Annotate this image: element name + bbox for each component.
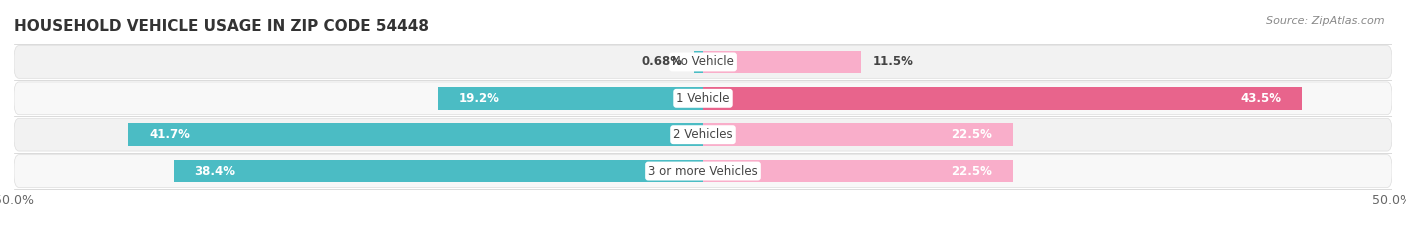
Text: 43.5%: 43.5% — [1240, 92, 1282, 105]
Bar — [174, 160, 703, 182]
Text: 41.7%: 41.7% — [149, 128, 190, 141]
Bar — [439, 87, 703, 110]
Text: 38.4%: 38.4% — [194, 164, 236, 178]
Text: 3 or more Vehicles: 3 or more Vehicles — [648, 164, 758, 178]
Text: 22.5%: 22.5% — [952, 164, 993, 178]
Bar — [703, 51, 862, 73]
FancyBboxPatch shape — [14, 155, 1392, 187]
Text: No Vehicle: No Vehicle — [672, 55, 734, 69]
Text: Source: ZipAtlas.com: Source: ZipAtlas.com — [1267, 16, 1385, 26]
Bar — [703, 160, 1012, 182]
Text: HOUSEHOLD VEHICLE USAGE IN ZIP CODE 54448: HOUSEHOLD VEHICLE USAGE IN ZIP CODE 5444… — [14, 19, 429, 34]
Bar — [703, 87, 1302, 110]
Text: 11.5%: 11.5% — [873, 55, 914, 69]
Bar — [128, 123, 703, 146]
FancyBboxPatch shape — [14, 82, 1392, 115]
Text: 2 Vehicles: 2 Vehicles — [673, 128, 733, 141]
FancyBboxPatch shape — [14, 46, 1392, 78]
Text: 0.68%: 0.68% — [641, 55, 682, 69]
Text: 1 Vehicle: 1 Vehicle — [676, 92, 730, 105]
Bar — [693, 51, 703, 73]
Bar — [703, 123, 1012, 146]
FancyBboxPatch shape — [14, 118, 1392, 151]
Text: 19.2%: 19.2% — [460, 92, 501, 105]
Text: 22.5%: 22.5% — [952, 128, 993, 141]
